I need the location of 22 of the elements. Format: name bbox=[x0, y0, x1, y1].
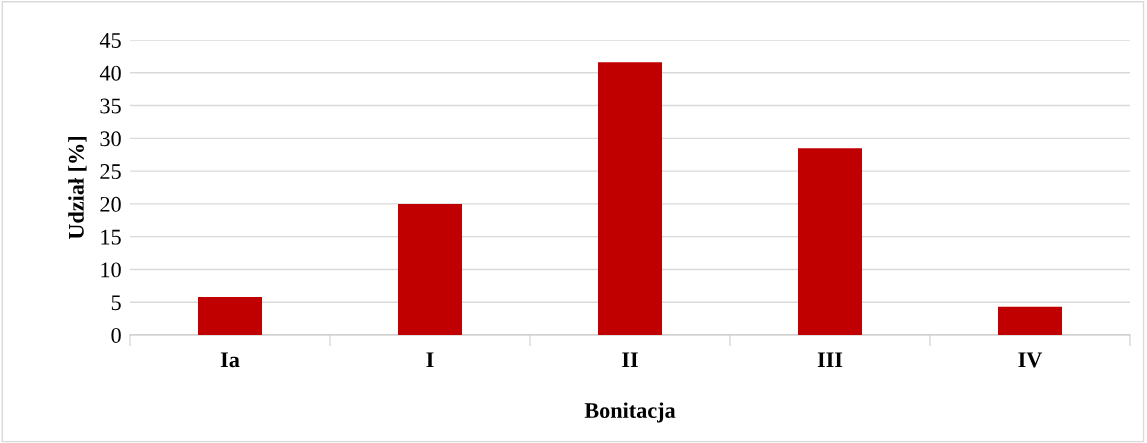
x-tick-label: IV bbox=[1018, 352, 1043, 368]
x-tick-label: II bbox=[622, 352, 638, 368]
y-tick-label: 20 bbox=[100, 196, 121, 212]
y-tick-label: 15 bbox=[101, 229, 121, 245]
bar bbox=[598, 62, 662, 335]
y-tick-label: 0 bbox=[111, 327, 121, 343]
x-tick-label: III bbox=[817, 352, 843, 368]
bar bbox=[398, 203, 462, 335]
y-tick-label: 5 bbox=[111, 295, 121, 311]
y-tick-label: 45 bbox=[99, 33, 121, 48]
y-tick-label: 40 bbox=[99, 65, 121, 81]
bar bbox=[798, 148, 862, 335]
y-axis-title: Udział [%] bbox=[68, 137, 87, 240]
x-axis-title: Bonitacja bbox=[584, 402, 676, 423]
x-tick-label: Ia bbox=[220, 352, 240, 368]
bar bbox=[998, 306, 1062, 335]
x-tick-label: I bbox=[426, 352, 434, 368]
bar bbox=[198, 296, 262, 335]
y-tick-label: 10 bbox=[101, 262, 121, 278]
y-tick-label: 35 bbox=[100, 98, 121, 114]
y-tick-label: 30 bbox=[100, 131, 121, 147]
y-tick-label: 25 bbox=[100, 164, 121, 180]
